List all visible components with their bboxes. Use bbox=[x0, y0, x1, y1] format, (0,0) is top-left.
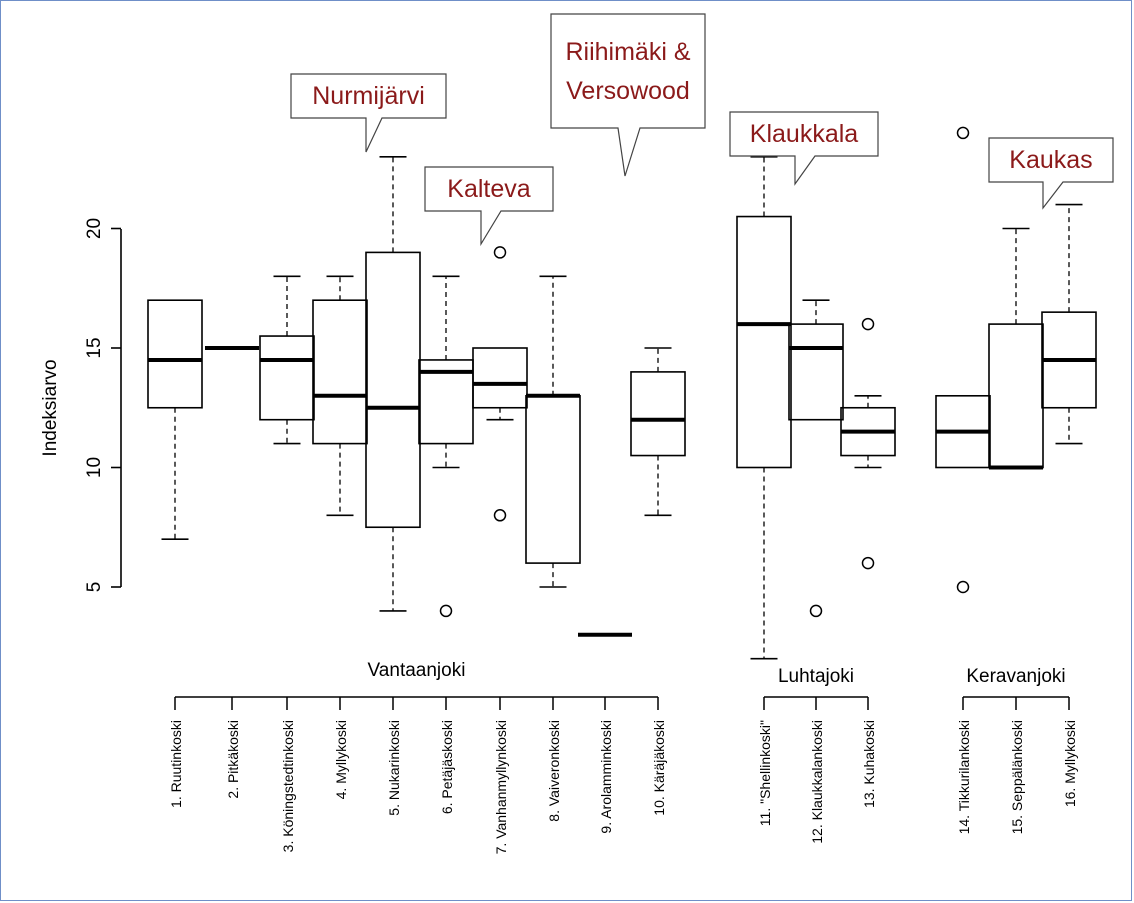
y-tick-label: 10 bbox=[84, 457, 105, 478]
callout-text: Versowood bbox=[566, 77, 690, 105]
box-6 bbox=[418, 275, 474, 618]
box-11 bbox=[736, 156, 792, 660]
callout-5: Kaukas bbox=[988, 137, 1114, 210]
category-label: 13. Kuhakoski bbox=[861, 720, 877, 808]
callout-bubble bbox=[729, 111, 879, 186]
callout-1: Nurmijärvi bbox=[290, 73, 447, 153]
box-13 bbox=[840, 317, 896, 570]
annotations: Nurmijärvi Kalteva Riihimäki & Versowood Kla… bbox=[290, 13, 1114, 247]
group-label: Luhtajoki bbox=[778, 666, 854, 687]
callout-text: Nurmijärvi bbox=[312, 82, 425, 110]
group-1: Vantaanjoki bbox=[174, 660, 659, 710]
outlier-point bbox=[956, 126, 970, 140]
box-iqr bbox=[788, 323, 844, 421]
callout-text: Riihimäki & bbox=[565, 38, 690, 66]
category-label: 16. Myllykoski bbox=[1062, 720, 1078, 807]
box-12 bbox=[788, 299, 844, 618]
category-label: 10. Käräjäkoski bbox=[651, 720, 667, 816]
boxes bbox=[147, 126, 1097, 660]
y-axis-label: Indeksiarvo bbox=[40, 359, 61, 456]
callout-4: Klaukkala bbox=[729, 111, 879, 186]
box-15 bbox=[988, 227, 1044, 470]
callout-bubble bbox=[424, 166, 554, 247]
callout-3: Riihimäki & Versowood bbox=[550, 13, 706, 177]
category-label: 11. "Shellinkoski" bbox=[757, 720, 773, 826]
outlier-point bbox=[493, 246, 507, 259]
callout-bubble bbox=[988, 137, 1114, 210]
callout-2: Kalteva bbox=[424, 166, 554, 247]
box-16 bbox=[1041, 203, 1097, 445]
box-8 bbox=[525, 275, 581, 588]
y-tick-label: 5 bbox=[84, 582, 105, 593]
y-axis: 5 10 15 20 bbox=[84, 218, 122, 593]
category-label: 5. Nukarinkoski bbox=[386, 720, 402, 816]
y-tick-label: 15 bbox=[84, 337, 105, 358]
box-iqr bbox=[988, 323, 1044, 469]
y-tick-label: 20 bbox=[84, 218, 105, 239]
category-label: 15. Seppälänkoski bbox=[1009, 720, 1025, 834]
category-label: 4. Myllykoski bbox=[333, 720, 349, 799]
box-14 bbox=[935, 126, 991, 594]
category-label: 2. Pitkäkoski bbox=[225, 720, 241, 799]
box-iqr bbox=[736, 215, 792, 469]
box-iqr bbox=[259, 335, 315, 421]
box-7 bbox=[472, 246, 528, 522]
callout-text: Klaukkala bbox=[750, 120, 858, 148]
box-iqr bbox=[525, 394, 581, 564]
group-3: Keravanjoki bbox=[962, 666, 1070, 710]
box-5 bbox=[365, 156, 421, 612]
box-iqr bbox=[312, 299, 368, 445]
outlier-point bbox=[493, 509, 507, 522]
category-label: 8. Vaiveronkoski bbox=[546, 720, 562, 822]
box-iqr bbox=[365, 251, 421, 529]
category-label: 9. Arolamminkoski bbox=[598, 720, 614, 834]
box-iqr bbox=[630, 371, 686, 457]
category-label: 6. Petäjäskoski bbox=[439, 720, 455, 814]
box-4 bbox=[312, 275, 368, 517]
box-10 bbox=[630, 347, 686, 517]
group-label: Vantaanjoki bbox=[368, 660, 466, 681]
callout-bubble bbox=[290, 73, 447, 153]
box-1 bbox=[147, 299, 203, 541]
category-label: 7. Vanhanmyllynkoski bbox=[493, 720, 509, 854]
box-iqr bbox=[472, 347, 528, 409]
group-label: Keravanjoki bbox=[966, 666, 1065, 687]
outlier-point bbox=[956, 580, 970, 594]
group-brackets: Vantaanjoki Luhtajoki Keravanjoki 1. Ruutin… bbox=[168, 660, 1078, 854]
callout-text: Kaukas bbox=[1009, 146, 1092, 174]
category-label: 12. Klaukkalankoski bbox=[809, 720, 825, 844]
callout-bubble bbox=[550, 13, 706, 177]
outlier-point bbox=[861, 317, 875, 331]
box-iqr bbox=[147, 299, 203, 409]
outlier-point bbox=[861, 556, 875, 570]
category-label: 1. Ruutinkoski bbox=[168, 720, 184, 808]
callout-text: Kalteva bbox=[447, 175, 530, 203]
box-3 bbox=[259, 275, 315, 445]
group-2: Luhtajoki bbox=[763, 666, 869, 710]
category-label: 3. Köningstedtinkoski bbox=[280, 720, 296, 852]
outlier-point bbox=[439, 604, 453, 618]
outlier-point bbox=[809, 604, 823, 618]
category-label: 14. Tikkurilankoski bbox=[956, 720, 972, 834]
